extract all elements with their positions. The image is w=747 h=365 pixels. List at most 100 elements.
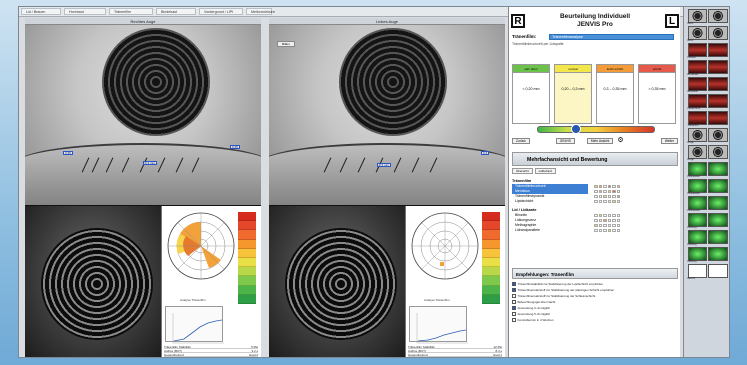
thumbnail[interactable]: Bild 2 xyxy=(687,26,728,42)
left-eye-header: Linkes Auge xyxy=(269,18,505,25)
list-item[interactable]: Blinzeln xyxy=(512,213,678,218)
section-select[interactable]: Tränenfilmanalyse xyxy=(549,34,674,40)
stat-row: Aufriss (BUT) 3.2 s xyxy=(164,349,258,353)
jenvis-button[interactable]: JENVIS xyxy=(555,137,575,144)
thumbnail[interactable]: Fluoreszein xyxy=(687,196,728,212)
right-eye-panel: Rechtes Auge 0.35 0.3 mm 0.25 xyxy=(25,18,261,357)
checkbox[interactable] xyxy=(512,282,516,286)
recommendation-item[interactable]: Tränenfilmersatzstoff zur Stabilisierung… xyxy=(512,287,678,293)
recommendation-item[interactable]: Befeuchtungsgel über Nacht xyxy=(512,299,678,305)
grading-slider-handle[interactable] xyxy=(571,124,581,134)
thumbnail-caption: Fluoreszein xyxy=(687,175,700,178)
left-eye-rings-image[interactable] xyxy=(269,206,405,357)
checkbox[interactable] xyxy=(512,312,516,316)
recommendation-item[interactable]: Tränenfilmersatzstoff zur Stabilisierung… xyxy=(512,293,678,299)
thumbnail[interactable]: Färbung xyxy=(687,230,728,246)
right-eye-image[interactable]: 0.35 0.3 mm 0.25 xyxy=(25,25,261,205)
images-button[interactable]: Bilder xyxy=(277,41,295,47)
measurement-marker[interactable]: 0.3 mm xyxy=(143,161,158,165)
category-1[interactable]: sehr dünn < 0,20 mm xyxy=(512,64,550,124)
list-item[interactable]: Lipidschicht xyxy=(512,199,678,204)
checkbox[interactable] xyxy=(512,288,516,292)
back-button[interactable]: Zurück xyxy=(512,137,530,144)
left-eye-analysis: Analyse Tränenfilm Tränenfilm Stabilität… xyxy=(405,206,505,357)
report-panel: R Beurteilung Individuell JENVIS Pro L T… xyxy=(508,7,680,357)
list-item[interactable]: Meibographie xyxy=(512,223,678,228)
checkbox[interactable] xyxy=(512,294,516,298)
report-title: Beurteilung Individuell JENVIS Pro xyxy=(559,13,631,28)
list-item[interactable]: Tränenfilmbruchzeit xyxy=(512,184,678,189)
section3-header: Empfehlungen: Tränenfilm xyxy=(512,268,678,279)
menu-item-bindehaut[interactable]: Bindehaut xyxy=(156,8,196,15)
tearfilm-curve xyxy=(165,306,224,344)
list-item[interactable]: Tränenfilmdynamik xyxy=(512,194,678,199)
measurement-marker[interactable]: 0.3 mm xyxy=(377,163,392,167)
lower-lid xyxy=(269,143,505,205)
checkbox[interactable] xyxy=(512,318,516,322)
list-item[interactable]: Lidkongruenz xyxy=(512,218,678,223)
measurement-marker[interactable]: 0.25 xyxy=(230,145,240,149)
report-header: R Beurteilung Individuell JENVIS Pro L xyxy=(511,9,679,33)
thumbnail-caption: Fluoreszein xyxy=(687,192,700,195)
color-scale xyxy=(482,212,500,305)
category-3[interactable]: leicht erhöht 0,3 – 0,35 mm xyxy=(596,64,634,124)
thumbnail[interactable]: Bindehaut xyxy=(687,60,728,76)
right-eye-analysis: Analyse Tränenfilm Tränenfilm Stabilität… xyxy=(161,206,261,357)
left-eye-toggle[interactable]: L xyxy=(665,14,679,28)
stat-row: Tränenfilm Stabilität 12 Pkt xyxy=(408,345,502,349)
checkbox[interactable] xyxy=(512,306,516,310)
menu-item-traenenfilm[interactable]: Tränenfilm xyxy=(109,8,153,15)
grading-categories: sehr dünn < 0,20 mm normal 0,20 – 0,3 mm… xyxy=(512,64,676,124)
recommendation-item[interactable]: Tränenfilmstabilität zur Stabilisierung … xyxy=(512,281,678,287)
next-button[interactable]: Weiter xyxy=(660,137,678,144)
thumbnail[interactable]: Tränenfilm xyxy=(687,111,728,127)
thumbnail[interactable]: Lidrand xyxy=(687,43,728,59)
thumbnail[interactable]: Fluoreszein xyxy=(687,179,728,195)
section2-tabs: Übersicht Lidbefund xyxy=(512,168,556,174)
more-view-checkbox[interactable]: Mehr Ansicht xyxy=(586,137,614,144)
thumbnail[interactable]: Meniskus xyxy=(687,77,728,93)
grading-slider[interactable] xyxy=(537,126,655,133)
stat-row: Tränenfilm Stabilität 5 Pkt xyxy=(164,345,258,349)
right-eye-header: Rechtes Auge xyxy=(25,18,261,25)
recommendation-item[interactable]: Kontrolltermin in 4 Wochen xyxy=(512,317,678,323)
menu-item-vordergrund[interactable]: Vordergrund / LIPI xyxy=(199,8,243,15)
category-2[interactable]: normal 0,20 – 0,3 mm xyxy=(554,64,592,124)
finding-list: Tränenfilm Tränenfilmbruchzeit Meniskus … xyxy=(512,177,678,233)
left-eye-image[interactable]: Bilder 0.3 mm 0.3 xyxy=(269,25,505,205)
thumbnail-caption: Ringe xyxy=(687,158,694,161)
thumbnail-caption: Bindehaut xyxy=(687,73,699,76)
category-4[interactable]: erhöht > 0,35 mm xyxy=(638,64,676,124)
measurement-marker[interactable]: 0.3 xyxy=(481,151,490,155)
measurement-marker[interactable]: 0.35 xyxy=(63,151,73,155)
thumbnail-caption: Färbung xyxy=(687,260,697,263)
thumbnail[interactable]: Fluoreszein xyxy=(687,162,728,178)
thumbnail-caption: Bericht xyxy=(687,277,695,280)
tearfilm-polar-map[interactable] xyxy=(410,210,480,282)
thumbnail[interactable]: Lipidschicht xyxy=(687,94,728,110)
checkbox[interactable] xyxy=(512,300,516,304)
thumbnail-caption: Meniskus xyxy=(687,90,698,93)
menu-item-hornhaut[interactable]: Hornhaut xyxy=(64,8,106,15)
thumbnail[interactable]: Färbung xyxy=(687,247,728,263)
list-item[interactable]: Meniskus xyxy=(512,189,678,194)
thumbnail[interactable]: Ringe xyxy=(687,145,728,161)
list-item[interactable]: Lidrandparallele xyxy=(512,228,678,233)
menu-item-meibom[interactable]: Meibomdrüsen xyxy=(246,8,275,15)
group-title: Lid / Lidkante xyxy=(512,208,537,212)
gear-icon[interactable]: ⚙ xyxy=(617,137,624,144)
recommendation-item[interactable]: Anwendung 5–6x täglich xyxy=(512,311,678,317)
recommendation-item[interactable]: Anwendung 3–4x täglich xyxy=(512,305,678,311)
right-eye-toggle[interactable]: R xyxy=(511,14,525,28)
thumbnail-caption: Bild 1 xyxy=(687,22,694,25)
thumbnail[interactable]: Färbung xyxy=(687,213,728,229)
right-eye-rings-image[interactable] xyxy=(25,206,161,357)
tab-lid[interactable]: Lidbefund xyxy=(534,168,556,174)
app-window: Lid / Brauen Hornhaut Tränenfilm Bindeha… xyxy=(18,6,730,358)
thumbnail[interactable]: Bild 1 xyxy=(687,9,728,25)
thumbnail[interactable]: Bericht xyxy=(687,264,728,280)
tearfilm-polar-map[interactable] xyxy=(166,210,236,282)
tab-overview[interactable]: Übersicht xyxy=(512,168,533,174)
menu-item-lid[interactable]: Lid / Brauen xyxy=(21,8,61,15)
thumbnail[interactable]: Ringe xyxy=(687,128,728,144)
